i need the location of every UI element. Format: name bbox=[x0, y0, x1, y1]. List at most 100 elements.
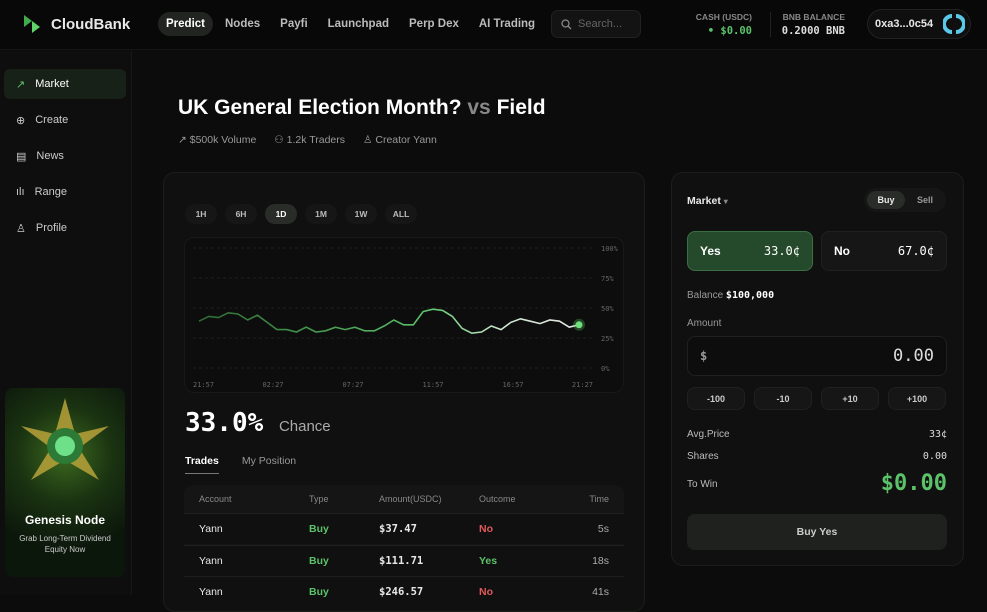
sidebar-item-market[interactable]: ↗Market bbox=[4, 69, 126, 99]
sidebar-label: Create bbox=[35, 114, 68, 126]
nav-predict[interactable]: Predict bbox=[158, 12, 213, 36]
sidebar-item-news[interactable]: ▤News bbox=[4, 141, 126, 171]
sidebar-label: News bbox=[36, 150, 64, 162]
amount-label: Amount bbox=[687, 318, 721, 329]
brand-name: CloudBank bbox=[51, 16, 130, 33]
balance-value: $100,000 bbox=[726, 290, 774, 301]
cell-type: Buy bbox=[309, 586, 329, 598]
quick-minus-10[interactable]: -10 bbox=[754, 387, 812, 410]
nav-ai-trading[interactable]: AI Trading bbox=[471, 12, 543, 36]
range-all[interactable]: ALL bbox=[385, 204, 417, 224]
cell-account: Yann bbox=[199, 586, 223, 598]
top-bar: CloudBank Predict Nodes Payfi Launchpad … bbox=[0, 0, 987, 50]
cell-account: Yann bbox=[199, 555, 223, 567]
balance-row: Balance $100,000 bbox=[687, 290, 774, 301]
sidebar-item-range[interactable]: ılı Range bbox=[4, 177, 126, 207]
y-tick-label: 25% bbox=[601, 335, 614, 343]
x-tick-label: 02:27 bbox=[262, 381, 283, 389]
cell-account: Yann bbox=[199, 523, 223, 535]
cash-balance: CASH (USDC) • $0.00 bbox=[690, 12, 752, 37]
x-tick-label: 21:27 bbox=[572, 381, 593, 389]
bars-icon: ılı bbox=[16, 186, 25, 198]
wallet-button[interactable]: 0xa3...0c54 bbox=[867, 9, 971, 39]
cell-time: 41s bbox=[592, 586, 609, 598]
title-vs: vs bbox=[467, 96, 490, 119]
nav-perp-dex[interactable]: Perp Dex bbox=[401, 12, 467, 36]
cell-amount: $111.71 bbox=[379, 555, 423, 567]
buy-tab[interactable]: Buy bbox=[867, 191, 905, 209]
quick-minus-100[interactable]: -100 bbox=[687, 387, 745, 410]
header-account: Account bbox=[199, 494, 232, 504]
title-main: UK General Election Month? bbox=[178, 96, 462, 119]
no-label: No bbox=[834, 244, 850, 258]
range-1h[interactable]: 1H bbox=[185, 204, 217, 224]
y-tick-label: 100% bbox=[601, 245, 619, 253]
to-win-label: To Win bbox=[687, 479, 718, 490]
range-6h[interactable]: 6H bbox=[225, 204, 257, 224]
time-range-selector: 1H 6H 1D 1M 1W ALL bbox=[185, 204, 417, 224]
trades-tabs: Trades My Position bbox=[185, 455, 296, 474]
creator-text: Creator Yann bbox=[375, 134, 436, 146]
balance-label: Balance bbox=[687, 290, 723, 301]
table-row[interactable]: Yann Buy $37.47 No 5s bbox=[184, 513, 624, 544]
nav-nodes[interactable]: Nodes bbox=[217, 12, 268, 36]
header-outcome: Outcome bbox=[479, 494, 516, 504]
creator-stat: ♙ Creator Yann bbox=[363, 134, 437, 146]
sidebar-label: Profile bbox=[36, 222, 67, 234]
nav-payfi[interactable]: Payfi bbox=[272, 12, 316, 36]
sidebar-item-profile[interactable]: ♙Profile bbox=[4, 213, 126, 243]
quick-plus-100[interactable]: +100 bbox=[888, 387, 946, 410]
cell-amount: $246.57 bbox=[379, 586, 423, 598]
brand-logo[interactable]: CloudBank bbox=[22, 13, 130, 35]
buy-yes-button[interactable]: Buy Yes bbox=[687, 514, 947, 550]
order-type-dropdown[interactable]: Market ▾ bbox=[687, 195, 728, 207]
users-icon: ⚇ bbox=[274, 134, 283, 146]
sidebar-label: Market bbox=[35, 78, 69, 90]
header-type: Type bbox=[309, 494, 329, 504]
cell-amount: $37.47 bbox=[379, 523, 417, 535]
range-1d[interactable]: 1D bbox=[265, 204, 297, 224]
y-tick-label: 50% bbox=[601, 305, 614, 313]
y-tick-label: 75% bbox=[601, 275, 614, 283]
to-win-value: $0.00 bbox=[881, 471, 947, 496]
quick-plus-10[interactable]: +10 bbox=[821, 387, 879, 410]
wallet-address: 0xa3...0c54 bbox=[875, 18, 933, 30]
genesis-node-image bbox=[5, 388, 125, 508]
range-1w[interactable]: 1W bbox=[345, 204, 377, 224]
chance-value: 33.0% bbox=[185, 408, 263, 438]
tab-my-position[interactable]: My Position bbox=[242, 455, 296, 474]
nav-launchpad[interactable]: Launchpad bbox=[320, 12, 397, 36]
table-row[interactable]: Yann Buy $111.71 Yes 18s bbox=[184, 545, 624, 576]
sidebar-label: Range bbox=[35, 186, 67, 198]
search-input[interactable]: Search... bbox=[551, 10, 641, 38]
market-meta: ↗ $500k Volume ⚇ 1.2k Traders ♙ Creator … bbox=[178, 134, 437, 146]
promo-subtitle: Grab Long-Term Dividend Equity Now bbox=[5, 533, 125, 555]
yes-label: Yes bbox=[700, 244, 721, 258]
sidebar-item-create[interactable]: ⊕Create bbox=[4, 105, 126, 135]
cell-outcome: Yes bbox=[479, 555, 497, 567]
yes-outcome-button[interactable]: Yes 33.0¢ bbox=[687, 231, 813, 271]
order-type-label: Market bbox=[687, 195, 721, 207]
genesis-node-promo[interactable]: Genesis Node Grab Long-Term Dividend Equ… bbox=[5, 388, 125, 577]
amount-input[interactable]: $0.00 bbox=[687, 336, 947, 376]
cell-time: 5s bbox=[598, 523, 609, 535]
volume-text: $500k Volume bbox=[190, 134, 257, 146]
yes-price: 33.0¢ bbox=[764, 244, 800, 258]
avg-price-value: 33¢ bbox=[929, 429, 947, 440]
tab-trades[interactable]: Trades bbox=[185, 455, 219, 474]
range-1m[interactable]: 1M bbox=[305, 204, 337, 224]
bnb-value: 0.2000 BNB bbox=[771, 25, 845, 37]
no-price: 67.0¢ bbox=[898, 244, 934, 258]
currency-symbol: $ bbox=[700, 349, 707, 363]
search-placeholder: Search... bbox=[578, 18, 622, 30]
y-tick-label: 0% bbox=[601, 365, 610, 373]
table-row[interactable]: Yann Buy $246.57 No 41s bbox=[184, 576, 624, 607]
chevron-down-icon: ▾ bbox=[724, 197, 728, 206]
no-outcome-button[interactable]: No 67.0¢ bbox=[821, 231, 947, 271]
sell-tab[interactable]: Sell bbox=[907, 191, 943, 209]
traders-stat: ⚇ 1.2k Traders bbox=[274, 134, 345, 146]
trades-table: Account Type Amount(USDC) Outcome Time Y… bbox=[184, 485, 624, 595]
header-amount: Amount(USDC) bbox=[379, 494, 442, 504]
